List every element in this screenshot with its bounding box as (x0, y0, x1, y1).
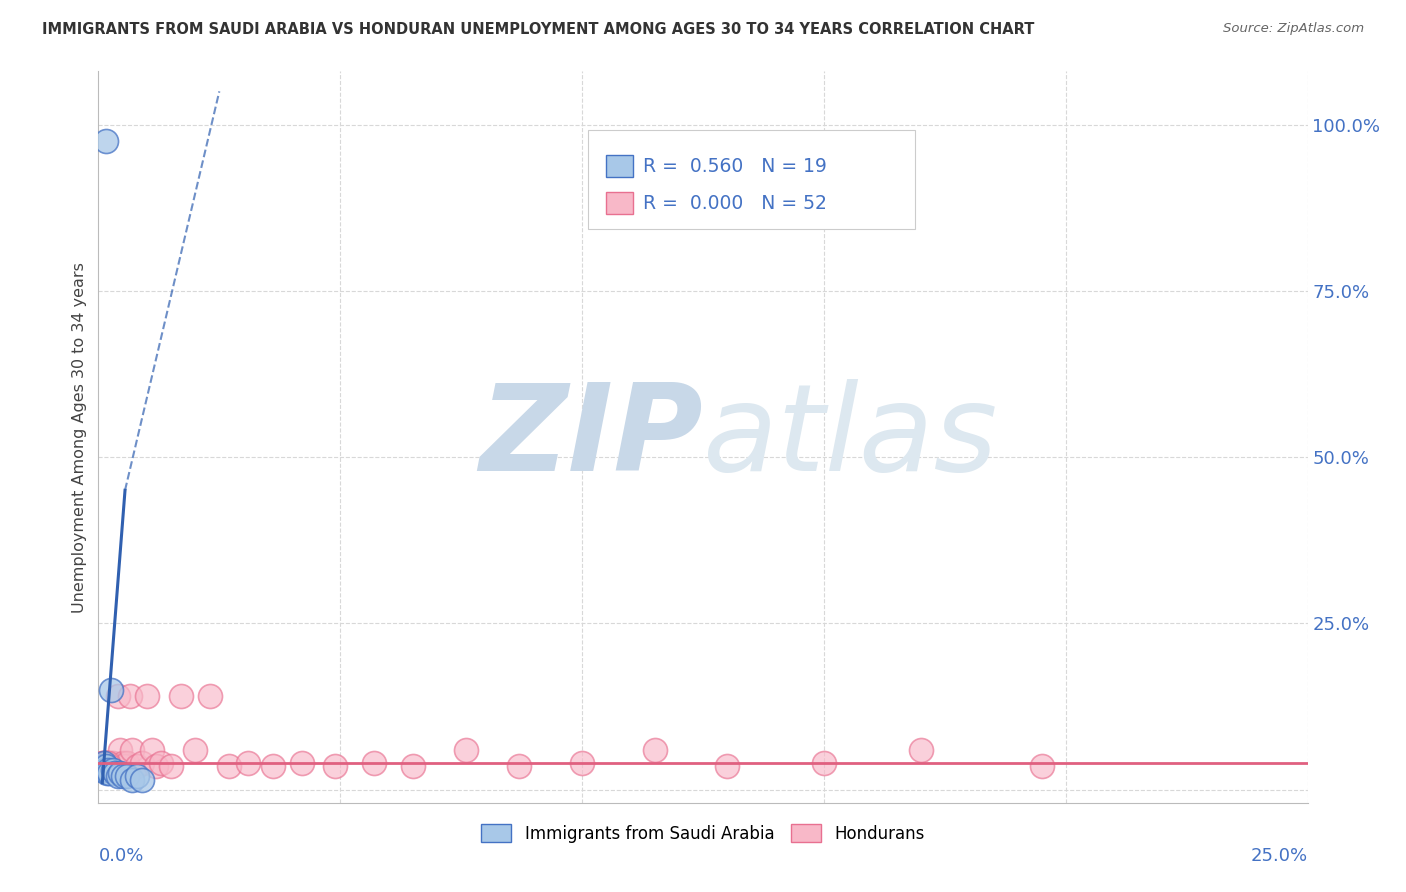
Point (107, 769, 129, 783)
Point (716, 759, 738, 773)
Point (97, 759, 120, 773)
Point (121, 742, 143, 756)
FancyBboxPatch shape (606, 192, 633, 214)
Point (238, 756, 260, 770)
Point (104, 759, 127, 773)
Point (1031, 759, 1053, 773)
Point (127, 759, 149, 773)
Point (91, 756, 114, 770)
Point (111, 769, 134, 783)
Point (150, 756, 173, 770)
Point (93, 756, 115, 770)
Point (91, 759, 114, 773)
Point (262, 759, 284, 773)
Text: Source: ZipAtlas.com: Source: ZipAtlas.com (1223, 22, 1364, 36)
Text: atlas: atlas (703, 378, 998, 496)
Point (91, 763, 114, 777)
Point (101, 759, 124, 773)
Point (98, 756, 121, 770)
Point (111, 756, 134, 770)
Point (290, 756, 312, 770)
Point (508, 759, 530, 773)
Point (96, 756, 118, 770)
Point (97, 759, 120, 773)
Point (184, 742, 207, 756)
Point (94, 756, 117, 770)
Point (117, 769, 139, 783)
Point (100, 756, 122, 770)
Point (93, 759, 115, 773)
Text: 25.0%: 25.0% (1250, 847, 1308, 864)
Point (131, 756, 153, 770)
Text: R =  0.560   N = 19: R = 0.560 N = 19 (643, 157, 827, 176)
Point (117, 756, 139, 770)
Point (135, 690, 157, 704)
Point (454, 742, 477, 756)
Point (94, 756, 117, 770)
Point (169, 690, 191, 704)
Point (141, 742, 163, 756)
Point (91, 756, 114, 770)
Point (160, 759, 183, 773)
Point (402, 759, 425, 773)
Point (571, 756, 593, 770)
Point (127, 769, 149, 783)
Point (98, 765, 121, 780)
Text: IMMIGRANTS FROM SAUDI ARABIA VS HONDURAN UNEMPLOYMENT AMONG AGES 30 TO 34 YEARS : IMMIGRANTS FROM SAUDI ARABIA VS HONDURAN… (42, 22, 1035, 37)
Point (94, 134, 117, 148)
Point (644, 742, 666, 756)
FancyBboxPatch shape (588, 130, 915, 228)
Text: R =  0.000   N = 52: R = 0.000 N = 52 (643, 194, 827, 212)
Point (101, 756, 124, 770)
Point (118, 690, 141, 704)
Point (101, 763, 124, 777)
Point (121, 772, 143, 787)
Text: 0.0%: 0.0% (98, 847, 143, 864)
Point (363, 756, 385, 770)
Text: ZIP: ZIP (479, 378, 703, 496)
Point (97, 756, 120, 770)
Point (97, 763, 120, 777)
Point (96, 759, 118, 773)
Point (107, 690, 129, 704)
Point (94, 763, 117, 777)
Point (100, 682, 122, 697)
Point (96, 759, 118, 773)
Point (114, 759, 136, 773)
Y-axis label: Unemployment Among Ages 30 to 34 years: Unemployment Among Ages 30 to 34 years (72, 261, 87, 613)
Point (131, 772, 153, 787)
Point (91, 759, 114, 773)
FancyBboxPatch shape (606, 155, 633, 178)
Point (108, 742, 131, 756)
Point (94, 759, 117, 773)
Point (104, 765, 127, 780)
Point (198, 690, 221, 704)
Point (145, 759, 167, 773)
Point (108, 765, 131, 780)
Point (325, 759, 347, 773)
Point (813, 756, 835, 770)
Point (218, 759, 240, 773)
Point (96, 765, 118, 780)
Point (98, 759, 121, 773)
Point (93, 756, 115, 770)
Point (93, 759, 115, 773)
Legend: Immigrants from Saudi Arabia, Hondurans: Immigrants from Saudi Arabia, Hondurans (475, 818, 931, 849)
Point (910, 742, 932, 756)
